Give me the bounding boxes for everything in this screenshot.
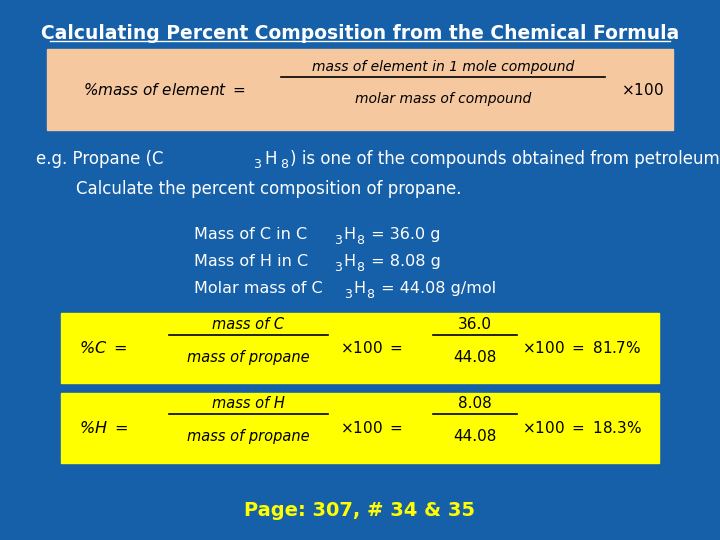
Text: %H $=$: %H $=$ xyxy=(79,420,128,436)
Text: Molar mass of C: Molar mass of C xyxy=(194,281,323,296)
Text: mass of H: mass of H xyxy=(212,396,285,411)
Text: Mass of C in C: Mass of C in C xyxy=(194,227,307,242)
Text: 8: 8 xyxy=(356,261,364,274)
Text: 8: 8 xyxy=(280,158,288,171)
Text: 44.08: 44.08 xyxy=(454,350,497,365)
Text: H: H xyxy=(343,254,356,269)
Text: = 8.08 g: = 8.08 g xyxy=(366,254,441,269)
Text: mass of C: mass of C xyxy=(212,317,284,332)
Text: Calculating Percent Composition from the Chemical Formula: Calculating Percent Composition from the… xyxy=(41,24,679,43)
Text: = 36.0 g: = 36.0 g xyxy=(366,227,440,242)
Text: $\times$100 $=$: $\times$100 $=$ xyxy=(340,420,402,436)
Text: 3: 3 xyxy=(334,261,342,274)
Text: mass of element in 1 mole compound: mass of element in 1 mole compound xyxy=(312,60,574,74)
Text: $\times$100 $=$ 81.7%: $\times$100 $=$ 81.7% xyxy=(522,340,641,356)
Text: mass of propane: mass of propane xyxy=(187,350,310,365)
Text: 3: 3 xyxy=(344,288,352,301)
FancyBboxPatch shape xyxy=(47,49,673,130)
Text: H: H xyxy=(264,150,276,168)
Text: $\times$100: $\times$100 xyxy=(621,82,663,98)
Text: 8: 8 xyxy=(366,288,374,301)
Text: 36.0: 36.0 xyxy=(458,317,492,332)
Text: mass of propane: mass of propane xyxy=(187,429,310,444)
Text: $\times$100 $=$: $\times$100 $=$ xyxy=(340,340,402,356)
Text: e.g. Propane (C: e.g. Propane (C xyxy=(36,150,163,168)
Text: %mass of element $=$: %mass of element $=$ xyxy=(83,82,246,98)
Text: molar mass of compound: molar mass of compound xyxy=(355,92,531,106)
Text: ) is one of the compounds obtained from petroleum.: ) is one of the compounds obtained from … xyxy=(290,150,720,168)
Text: Mass of H in C: Mass of H in C xyxy=(194,254,309,269)
Text: 3: 3 xyxy=(253,158,261,171)
Text: 8: 8 xyxy=(356,234,364,247)
Text: 8.08: 8.08 xyxy=(459,396,492,411)
Text: $\times$100 $=$ 18.3%: $\times$100 $=$ 18.3% xyxy=(522,420,642,436)
Text: 44.08: 44.08 xyxy=(454,429,497,444)
Text: %C $=$: %C $=$ xyxy=(79,340,127,356)
Text: H: H xyxy=(354,281,366,296)
FancyBboxPatch shape xyxy=(61,313,659,383)
FancyBboxPatch shape xyxy=(61,393,659,463)
Text: 3: 3 xyxy=(334,234,342,247)
Text: Page: 307, # 34 & 35: Page: 307, # 34 & 35 xyxy=(245,501,475,520)
Text: H: H xyxy=(343,227,356,242)
Text: = 44.08 g/mol: = 44.08 g/mol xyxy=(376,281,496,296)
Text: Calculate the percent composition of propane.: Calculate the percent composition of pro… xyxy=(76,180,461,198)
